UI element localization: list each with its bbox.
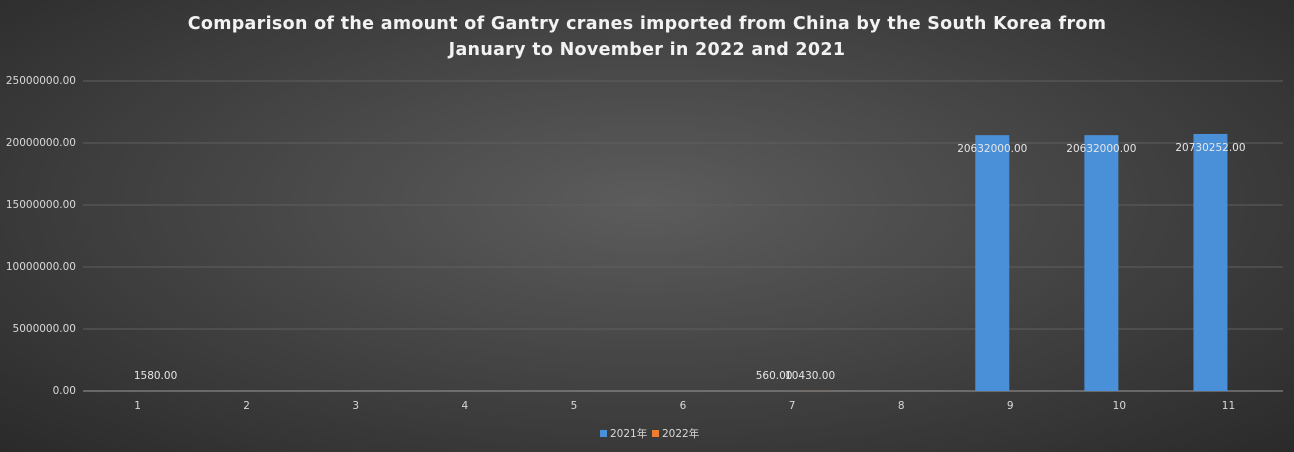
bar (975, 135, 1010, 391)
value-label: 10430.00 (785, 370, 835, 382)
legend-label: 2021年 (610, 427, 647, 440)
x-tick-label: 3 (352, 400, 359, 412)
value-label: 20632000.00 (957, 143, 1027, 155)
value-label: 20730252.00 (1175, 142, 1245, 154)
y-tick-label: 0.00 (53, 385, 76, 397)
y-tick-label: 25000000.00 (6, 75, 76, 87)
chart-title: Comparison of the amount of Gantry crane… (187, 14, 1107, 60)
x-tick-label: 7 (789, 400, 796, 412)
x-tick-label: 2 (243, 400, 250, 412)
x-tick-label: 9 (1007, 400, 1014, 412)
x-tick-label: 6 (680, 400, 687, 412)
value-label: 560.00 (756, 370, 793, 382)
bar (1084, 135, 1119, 391)
x-tick-label: 10 (1113, 400, 1126, 412)
value-label: 1580.00 (134, 370, 177, 382)
y-tick-label: 5000000.00 (13, 323, 76, 335)
x-tick-label: 11 (1222, 400, 1235, 412)
bar (1193, 133, 1228, 391)
y-tick-label: 10000000.00 (6, 261, 76, 273)
legend-swatch (600, 430, 607, 437)
x-tick-label: 4 (461, 400, 468, 412)
y-tick-label: 20000000.00 (6, 137, 76, 149)
y-tick-label: 15000000.00 (6, 199, 76, 211)
legend-swatch (652, 430, 659, 437)
x-tick-label: 1 (134, 400, 141, 412)
legend-label: 2022年 (662, 427, 699, 440)
value-label: 20632000.00 (1066, 143, 1136, 155)
x-tick-label: 5 (571, 400, 578, 412)
x-tick-label: 8 (898, 400, 905, 412)
